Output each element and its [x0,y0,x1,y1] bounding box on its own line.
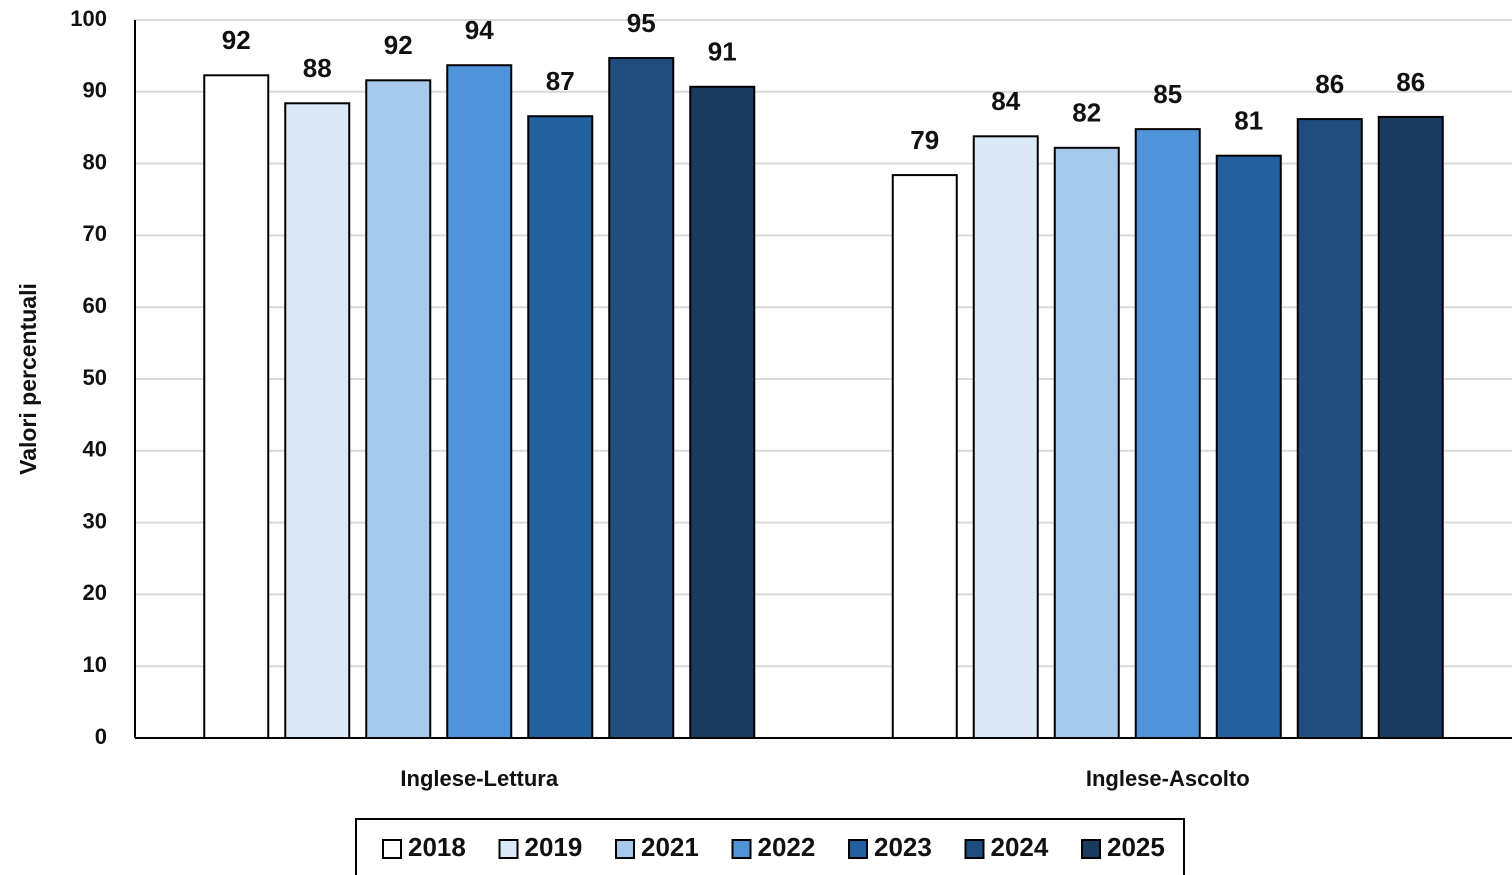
legend-label: 2023 [874,832,932,862]
legend-swatch [615,839,635,859]
bar [689,85,756,740]
bar [284,102,351,739]
bar [1296,118,1363,740]
y-tick-label: 10 [83,652,107,677]
data-label: 84 [991,86,1020,116]
bar [1215,154,1282,739]
bar [1377,115,1444,740]
data-label: 81 [1234,106,1263,136]
y-tick-label: 20 [83,580,107,605]
legend-swatch [731,839,752,859]
data-label: 91 [708,37,737,67]
y-tick-label: 0 [95,724,107,749]
y-tick-label: 90 [83,78,107,103]
y-tick-label: 40 [83,437,107,462]
bar [1053,146,1120,739]
legend-swatch [498,839,519,859]
y-tick-label: 80 [83,149,107,174]
data-label: 86 [1315,69,1344,99]
data-label: 82 [1072,98,1101,128]
legend-label: 2021 [641,832,699,862]
legend-swatch [848,839,868,859]
data-label: 86 [1396,67,1425,97]
x-tick-label: Inglese-Ascolto [1086,766,1250,791]
legend-box [355,818,1185,875]
legend-label: 2018 [408,832,466,862]
bar [365,79,432,739]
y-tick-label: 50 [83,365,107,390]
legend-label: 2019 [525,832,583,862]
bar [527,115,594,740]
y-tick-label: 60 [83,293,107,318]
y-axis-title: Valori percentuali [15,283,41,475]
legend-label: 2022 [758,832,816,862]
bar [891,174,958,739]
legend-swatch [1081,839,1101,859]
bar [203,74,270,739]
data-label: 94 [465,15,494,45]
bar [1134,128,1201,740]
bar [972,135,1039,740]
legend-label: 2024 [991,832,1049,862]
y-tick-label: 70 [83,221,107,246]
legend-swatch [964,839,985,859]
x-tick-label: Inglese-Lettura [400,766,558,791]
bar [446,64,513,739]
bar [608,57,675,739]
legend-swatch [382,839,402,859]
y-tick-label: 30 [83,508,107,533]
data-label: 88 [303,53,332,83]
data-label: 92 [384,30,413,60]
data-label: 79 [910,125,939,155]
data-label: 85 [1153,79,1182,109]
legend-label: 2025 [1107,832,1165,862]
y-tick-label: 100 [70,6,107,31]
data-label: 87 [546,66,575,96]
data-label: 95 [627,8,656,38]
data-label: 92 [222,25,251,55]
